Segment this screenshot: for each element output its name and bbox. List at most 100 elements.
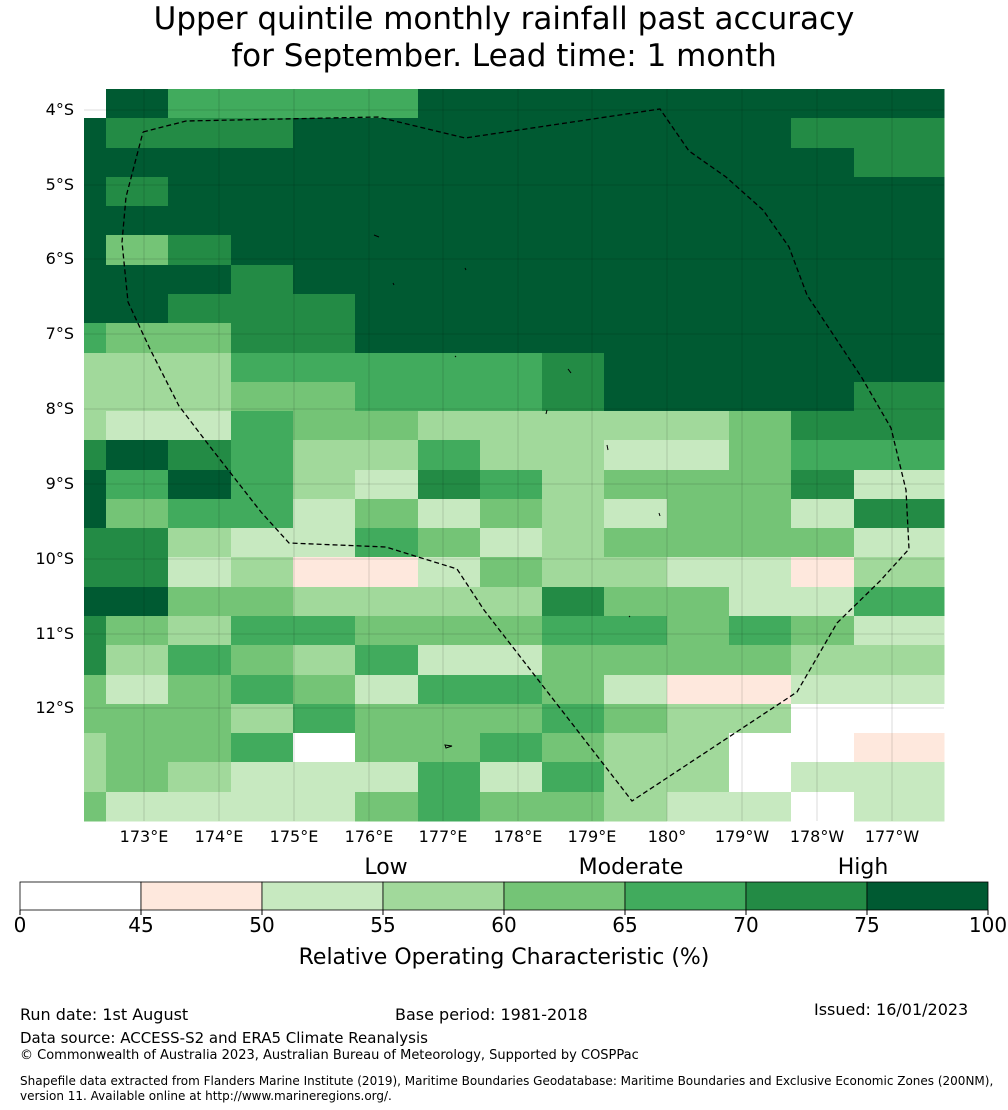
grid-cell bbox=[729, 762, 792, 793]
grid-cell bbox=[355, 148, 419, 178]
colorbar-category-moderate: Moderate bbox=[578, 855, 684, 880]
grid-cell bbox=[667, 294, 730, 324]
grid-cell bbox=[293, 89, 356, 119]
grid-cell bbox=[480, 557, 543, 588]
grid-cell bbox=[106, 675, 169, 705]
map-gridlines bbox=[84, 89, 944, 821]
grid-cell bbox=[667, 265, 730, 295]
island-outline bbox=[373, 234, 380, 238]
grid-cell bbox=[106, 440, 169, 471]
grid-cell bbox=[355, 382, 419, 412]
grid-cell bbox=[604, 206, 668, 236]
grid-cell bbox=[293, 265, 356, 295]
grid-cell bbox=[480, 733, 543, 763]
colorbar-segment bbox=[503, 881, 626, 911]
grid-cell bbox=[854, 353, 945, 383]
grid-cell bbox=[667, 792, 730, 822]
grid-cell bbox=[854, 675, 945, 705]
grid-cell bbox=[231, 265, 294, 295]
grid-cell bbox=[729, 733, 792, 763]
grid-cell bbox=[168, 265, 232, 295]
grid-cell bbox=[355, 411, 419, 441]
grid-cell bbox=[667, 235, 730, 266]
grid-cell bbox=[84, 733, 107, 763]
colorbar bbox=[19, 881, 989, 915]
grid-cell bbox=[854, 792, 945, 822]
grid-cell bbox=[293, 499, 356, 529]
grid-cell bbox=[231, 470, 294, 500]
island-outline bbox=[444, 744, 453, 749]
grid-cell bbox=[293, 616, 356, 646]
grid-cell bbox=[84, 177, 107, 207]
base-period: Base period: 1981-2018 bbox=[395, 1005, 588, 1024]
longitude-label: 177°E bbox=[418, 827, 468, 846]
grid-cell bbox=[542, 148, 605, 178]
grid-cell bbox=[542, 89, 605, 119]
island-outline bbox=[392, 282, 395, 286]
grid-cell bbox=[791, 440, 855, 471]
grid-cell bbox=[106, 235, 169, 266]
roc-grid-cells bbox=[84, 89, 945, 822]
grid-cell bbox=[480, 265, 543, 295]
grid-cell bbox=[480, 440, 543, 471]
grid-cell bbox=[480, 645, 543, 676]
grid-cell bbox=[168, 616, 232, 646]
grid-cell bbox=[480, 353, 543, 383]
grid-cell bbox=[418, 353, 481, 383]
grid-cell bbox=[542, 294, 605, 324]
grid-cell bbox=[729, 177, 792, 207]
grid-cell bbox=[84, 411, 107, 441]
grid-cell bbox=[168, 587, 232, 617]
grid-cell bbox=[604, 675, 668, 705]
grid-cell bbox=[667, 499, 730, 529]
grid-cell bbox=[231, 177, 294, 207]
longitude-label: 174°E bbox=[194, 827, 244, 846]
grid-cell bbox=[542, 323, 605, 354]
grid-cell bbox=[791, 118, 855, 149]
colorbar-tick-label: 60 bbox=[491, 913, 517, 937]
grid-cell bbox=[293, 148, 356, 178]
grid-cell bbox=[542, 675, 605, 705]
grid-cell bbox=[480, 235, 543, 266]
colorbar-segment bbox=[140, 881, 263, 911]
grid-cell bbox=[791, 675, 855, 705]
grid-cell bbox=[542, 616, 605, 646]
grid-cell bbox=[418, 265, 481, 295]
grid-cell bbox=[84, 353, 107, 383]
grid-cell bbox=[667, 353, 730, 383]
grid-cell bbox=[854, 118, 945, 149]
grid-cell bbox=[231, 792, 294, 822]
grid-cell bbox=[729, 265, 792, 295]
grid-cell bbox=[791, 704, 855, 734]
grid-cell bbox=[667, 206, 730, 236]
longitude-label: 178°E bbox=[493, 827, 543, 846]
grid-cell bbox=[729, 440, 792, 471]
grid-cell bbox=[729, 675, 792, 705]
grid-cell bbox=[418, 294, 481, 324]
grid-cell bbox=[168, 148, 232, 178]
grid-cell bbox=[355, 440, 419, 471]
grid-cell bbox=[854, 323, 945, 354]
grid-cell bbox=[418, 792, 481, 822]
colorbar-segment bbox=[624, 881, 747, 911]
longitude-label: 179°E bbox=[567, 827, 617, 846]
grid-cell bbox=[791, 587, 855, 617]
grid-cell bbox=[355, 704, 419, 734]
grid-cell bbox=[854, 148, 945, 178]
run-date: Run date: 1st August bbox=[20, 1005, 189, 1024]
colorbar-segment bbox=[19, 881, 142, 911]
grid-cell bbox=[355, 89, 419, 119]
grid-cell bbox=[480, 528, 543, 558]
grid-cell bbox=[480, 148, 543, 178]
colorbar-segment bbox=[745, 881, 868, 911]
grid-cell bbox=[729, 470, 792, 500]
grid-cell bbox=[604, 294, 668, 324]
grid-cell bbox=[418, 704, 481, 734]
grid-cell bbox=[106, 411, 169, 441]
grid-cell bbox=[667, 587, 730, 617]
grid-cell bbox=[542, 440, 605, 471]
grid-cell bbox=[106, 792, 169, 822]
grid-cell bbox=[418, 206, 481, 236]
grid-cell bbox=[667, 89, 730, 119]
colorbar-category-low: Low bbox=[364, 855, 408, 880]
